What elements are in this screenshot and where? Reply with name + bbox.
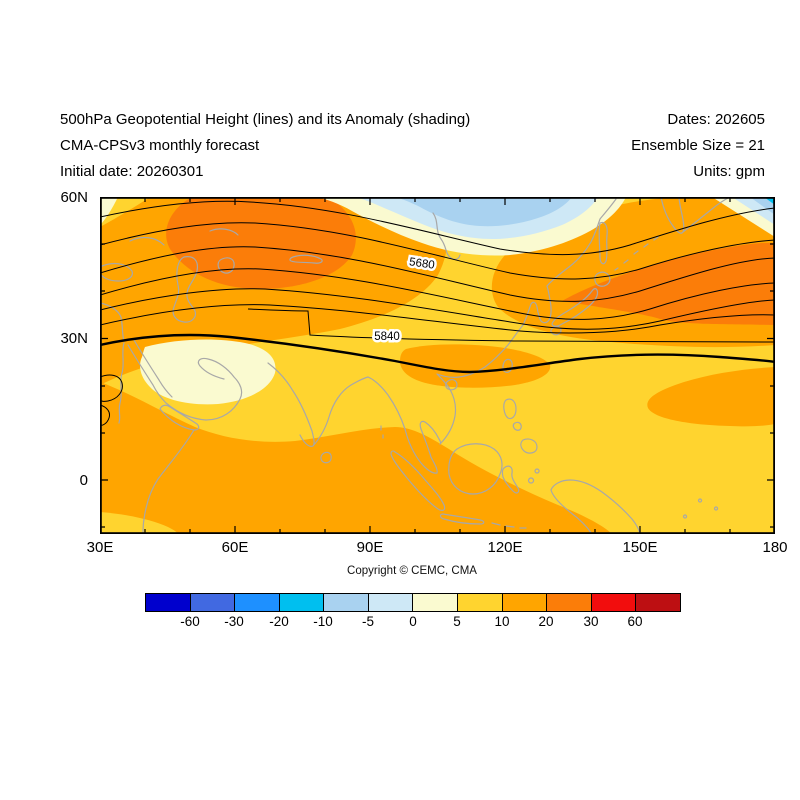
- colorbar-tick--30: -30: [224, 614, 244, 629]
- map-frame: [100, 197, 775, 534]
- x-tick-150E: 150E: [622, 539, 658, 556]
- colorbar-segment: [324, 594, 368, 611]
- meta-dates: Dates: 202605: [667, 111, 765, 128]
- colorbar-segment: [279, 594, 324, 611]
- colorbar-segment: [235, 594, 279, 611]
- colorbar-segment: [591, 594, 636, 611]
- meta-ensemble-size: Ensemble Size = 21: [631, 137, 765, 154]
- contour-label-5840: 5840: [374, 331, 400, 343]
- colorbar-tick-60: 60: [627, 614, 643, 629]
- colorbar-segment: [413, 594, 458, 611]
- colorbar-tick-5: 5: [453, 614, 461, 629]
- colorbar-tick-20: 20: [538, 614, 554, 629]
- colorbar-tick-30: 30: [583, 614, 599, 629]
- colorbar-segment: [368, 594, 413, 611]
- colorbar-tick--20: -20: [269, 614, 289, 629]
- colorbar-tick--60: -60: [180, 614, 200, 629]
- colorbar-tick-0: 0: [409, 614, 417, 629]
- colorbar-segment: [636, 594, 680, 611]
- colorbar-segment: [502, 594, 547, 611]
- colorbar: [145, 593, 681, 612]
- colorbar-segment: [146, 594, 190, 611]
- colorbar-tick--5: -5: [361, 614, 375, 629]
- colorbar-segment: [458, 594, 502, 611]
- anomaly-shading-layer: [100, 197, 775, 534]
- forecast-map: 5680 5840: [100, 197, 775, 534]
- colorbar-segment: [190, 594, 235, 611]
- coastlines-layer: [100, 197, 731, 534]
- colorbar-tick--10: -10: [313, 614, 333, 629]
- x-tick-60E: 60E: [221, 539, 249, 556]
- x-tick-120E: 120E: [487, 539, 523, 556]
- y-tick-30N: 30N: [60, 330, 88, 347]
- x-tick-90E: 90E: [356, 539, 384, 556]
- colorbar-segment: [547, 594, 591, 611]
- title-line-1: 500hPa Geopotential Height (lines) and i…: [60, 111, 471, 128]
- title-line-2: CMA-CPSv3 monthly forecast: [60, 137, 260, 154]
- y-tick-0: 0: [79, 472, 88, 489]
- y-tick-60N: 60N: [60, 189, 88, 206]
- meta-units: Units: gpm: [693, 163, 765, 180]
- copyright-text: Copyright © CEMC, CMA: [347, 565, 477, 577]
- colorbar-tick-10: 10: [494, 614, 510, 629]
- x-tick-30E: 30E: [86, 539, 114, 556]
- contour-lines-layer: 5680 5840: [100, 200, 775, 426]
- x-tick-180: 180: [762, 539, 788, 556]
- title-line-3: Initial date: 20260301: [60, 163, 204, 180]
